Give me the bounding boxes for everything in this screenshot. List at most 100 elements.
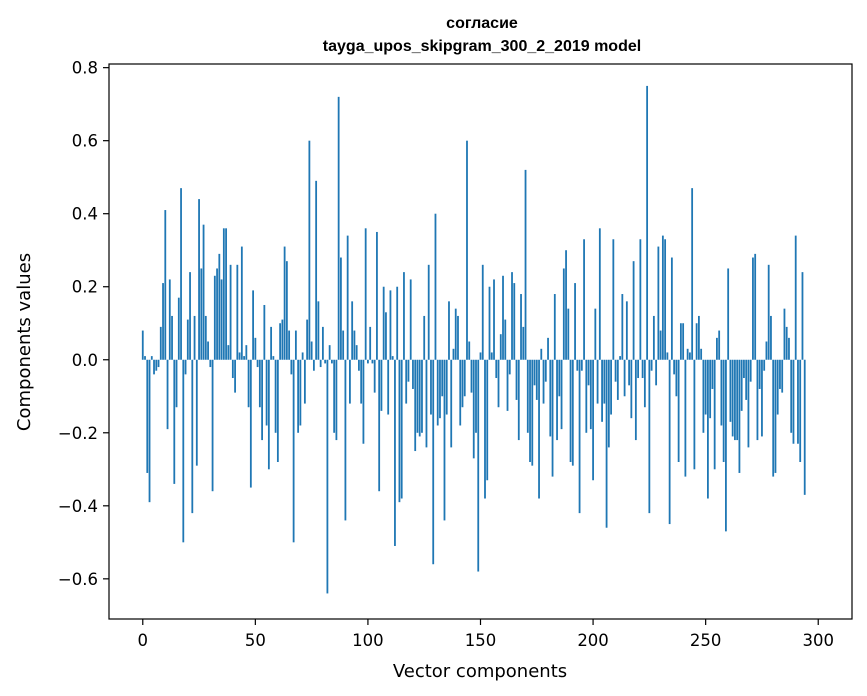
bar — [571, 359, 574, 466]
bar — [562, 268, 565, 360]
bar — [468, 341, 471, 360]
bar — [200, 268, 203, 360]
bar — [211, 359, 214, 492]
bar — [409, 279, 412, 360]
bar — [416, 359, 419, 433]
bar — [276, 359, 279, 462]
bar — [373, 359, 376, 393]
bar — [646, 85, 649, 360]
bar — [209, 359, 212, 368]
bar — [659, 330, 662, 360]
bar — [272, 356, 275, 360]
bar — [565, 250, 567, 360]
bar — [758, 359, 761, 389]
bar — [628, 359, 630, 386]
bar — [720, 359, 723, 426]
bar — [589, 359, 592, 430]
bar — [711, 359, 714, 389]
bar — [198, 199, 200, 360]
bar — [364, 228, 367, 360]
bar — [146, 359, 149, 473]
bar — [616, 359, 619, 400]
bar — [403, 272, 405, 360]
bar — [679, 323, 682, 360]
bar — [797, 359, 799, 444]
bar — [394, 359, 396, 546]
bar — [454, 308, 457, 360]
bar — [452, 348, 455, 360]
y-tick-label: 0.2 — [72, 278, 98, 297]
bar — [216, 268, 218, 360]
bar — [607, 359, 610, 448]
bar — [740, 359, 743, 411]
bar — [180, 188, 182, 360]
bar — [177, 297, 180, 360]
bar — [213, 275, 216, 360]
bar — [551, 359, 554, 477]
bar — [648, 359, 651, 514]
bar — [592, 359, 594, 481]
bar — [184, 359, 187, 375]
bar — [657, 246, 660, 360]
bar — [508, 359, 511, 375]
chart-title: согласие tayga_upos_skipgram_300_2_2019 … — [323, 15, 641, 55]
bar — [398, 359, 401, 503]
bar — [558, 359, 561, 397]
bar — [722, 359, 725, 462]
bar — [707, 359, 709, 499]
bar — [502, 275, 504, 360]
bar — [301, 352, 304, 360]
bar — [353, 330, 356, 360]
bar — [763, 359, 766, 371]
bar — [677, 359, 680, 462]
bar — [553, 294, 556, 360]
bar — [643, 359, 646, 408]
bar — [231, 359, 234, 379]
bar — [614, 359, 617, 382]
bar — [263, 304, 266, 360]
bar — [673, 359, 676, 375]
bar — [303, 359, 306, 404]
bar — [360, 359, 363, 404]
bar — [803, 359, 806, 495]
bar — [785, 326, 788, 360]
bar — [790, 359, 793, 433]
bar — [423, 315, 426, 360]
bar — [731, 359, 734, 437]
bar — [772, 359, 775, 477]
bar — [207, 341, 209, 360]
bar — [267, 359, 270, 470]
bar — [389, 290, 392, 360]
bar — [718, 330, 721, 360]
bar — [270, 326, 273, 360]
bar — [162, 283, 164, 360]
bar — [283, 246, 286, 360]
bar — [734, 359, 736, 441]
bar — [258, 359, 261, 408]
bar — [576, 359, 579, 371]
bar — [639, 239, 642, 360]
bar — [538, 359, 540, 499]
bar — [637, 359, 640, 379]
bar — [358, 359, 360, 371]
bar — [186, 319, 189, 360]
bar — [556, 359, 558, 441]
bar — [743, 359, 745, 379]
bar — [421, 359, 423, 433]
bar — [155, 359, 158, 371]
bar — [367, 359, 369, 364]
bar — [594, 308, 597, 360]
bar — [549, 359, 552, 437]
bar — [794, 235, 797, 360]
y-axis-ticks: −0.6 −0.4 −0.2 0.0 0.2 0.4 0.6 0.8 — [58, 59, 109, 589]
bar — [664, 239, 667, 360]
bar — [704, 359, 707, 415]
bar — [247, 359, 250, 408]
bar — [668, 359, 671, 525]
bar — [781, 359, 784, 393]
bar — [729, 359, 732, 422]
bar — [792, 359, 795, 444]
bar — [166, 359, 169, 430]
bar — [479, 352, 482, 360]
bar — [544, 359, 547, 382]
